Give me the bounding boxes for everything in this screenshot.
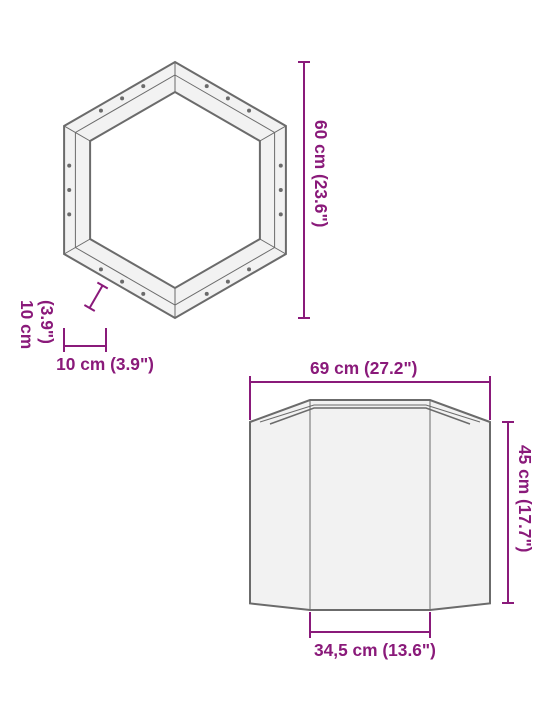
dim-label-height-side: 45 cm (17.7") <box>514 445 535 552</box>
dim-label-wall-v-cm: 10 cm <box>16 300 37 349</box>
dim-label-wall-v-in: (3.9") <box>36 300 57 344</box>
dim-label-wall-h: 10 cm (3.9") <box>56 354 154 375</box>
dim-label-panel-side: 34,5 cm (13.6") <box>314 640 436 661</box>
dim-label-width-side: 69 cm (27.2") <box>310 358 417 379</box>
diagram-canvas: 60 cm (23.6") 10 cm (3.9") 10 cm(3.9") 69 c… <box>0 0 540 720</box>
dim-label-height-top: 60 cm (23.6") <box>310 120 331 227</box>
